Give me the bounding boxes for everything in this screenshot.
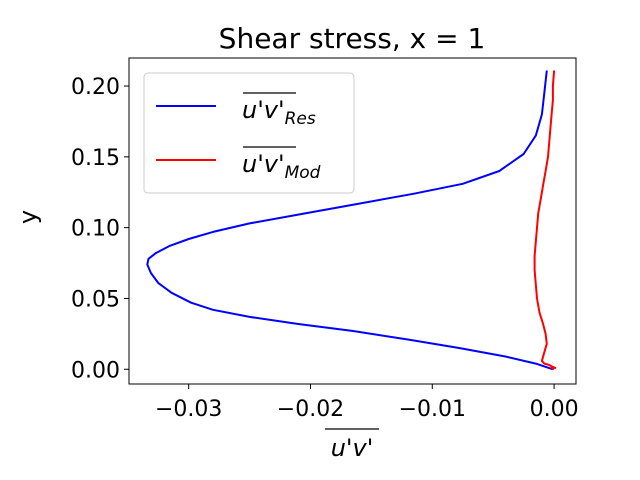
series-lines: [146, 70, 557, 371]
series-line-mod: [533, 70, 557, 371]
x-tick-label: −0.01: [399, 397, 466, 422]
y-axis-ticks: 0.00 0.05 0.10 0.15 0.20: [71, 75, 129, 383]
x-tick-label: −0.02: [277, 397, 344, 422]
plot-area: [128, 57, 577, 385]
legend-box: [143, 72, 355, 194]
y-tick-label: 0.20: [71, 75, 120, 100]
x-axis-label: u'v': [325, 428, 379, 462]
legend-entry-subscript: Res: [285, 109, 316, 129]
series-line-res: [146, 70, 554, 371]
legend-entry-subscript: Mod: [285, 163, 321, 183]
y-tick-label: 0.10: [71, 217, 120, 242]
x-tick-label: 0.00: [530, 397, 579, 422]
x-axis-ticks: −0.03 −0.02 −0.01 0.00: [155, 384, 579, 422]
x-tick-label: −0.03: [155, 397, 222, 422]
x-axis-label-text: u'v': [331, 434, 374, 462]
y-tick-label: 0.00: [71, 358, 120, 383]
y-tick-label: 0.15: [71, 146, 120, 171]
y-axis-label: y: [14, 210, 42, 224]
plot-frame: [128, 57, 577, 385]
chart-title: Shear stress, x = 1: [219, 22, 486, 55]
y-tick-label: 0.05: [71, 287, 120, 312]
